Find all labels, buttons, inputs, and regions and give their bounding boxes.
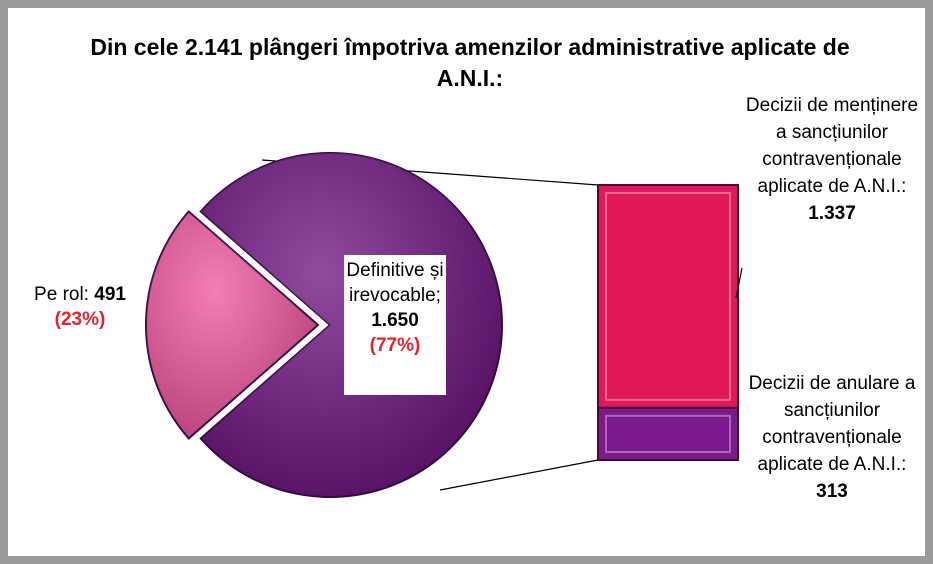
label-box: Decizii de anulare a sancțiunilor contra… — [742, 370, 922, 505]
chart-title: Din cele 2.141 plângeri împotriva amenzi… — [90, 34, 850, 91]
category-label: Decizii de menținere a sancțiunilor cont… — [745, 95, 919, 197]
percent-label: (23%) — [54, 309, 106, 330]
bar-label: Decizii de menținere a sancțiunilor cont… — [742, 92, 922, 227]
value-label: 1.650 — [371, 310, 419, 331]
slice-label: Pe rol: 491 (23%) — [10, 282, 150, 332]
bar-bevel — [605, 414, 731, 454]
label-box: Definitive și irevocable; 1.650 (77%) — [344, 258, 446, 358]
bar-segment — [597, 406, 739, 462]
bar-bevel — [605, 192, 731, 401]
bar-label: Decizii de anulare a sancțiunilor contra… — [742, 370, 922, 505]
category-label: Decizii de anulare a sancțiunilor contra… — [748, 373, 916, 475]
percent-label: (77%) — [369, 335, 421, 356]
leader-line — [735, 267, 743, 299]
slice-label: Definitive și irevocable; 1.650 (77%) — [344, 258, 446, 358]
value-label: 1.337 — [808, 203, 856, 224]
value-label: 313 — [816, 481, 848, 502]
category-label: Pe rol: — [34, 284, 89, 305]
label-box: Pe rol: 491 (23%) — [10, 282, 150, 332]
category-label: Definitive și irevocable; — [346, 260, 444, 306]
label-box: Decizii de menținere a sancțiunilor cont… — [742, 92, 922, 227]
title-box: Din cele 2.141 plângeri împotriva amenzi… — [90, 34, 850, 91]
value-label: 491 — [94, 284, 126, 305]
bar-segment — [597, 184, 739, 409]
label-background — [344, 255, 446, 395]
